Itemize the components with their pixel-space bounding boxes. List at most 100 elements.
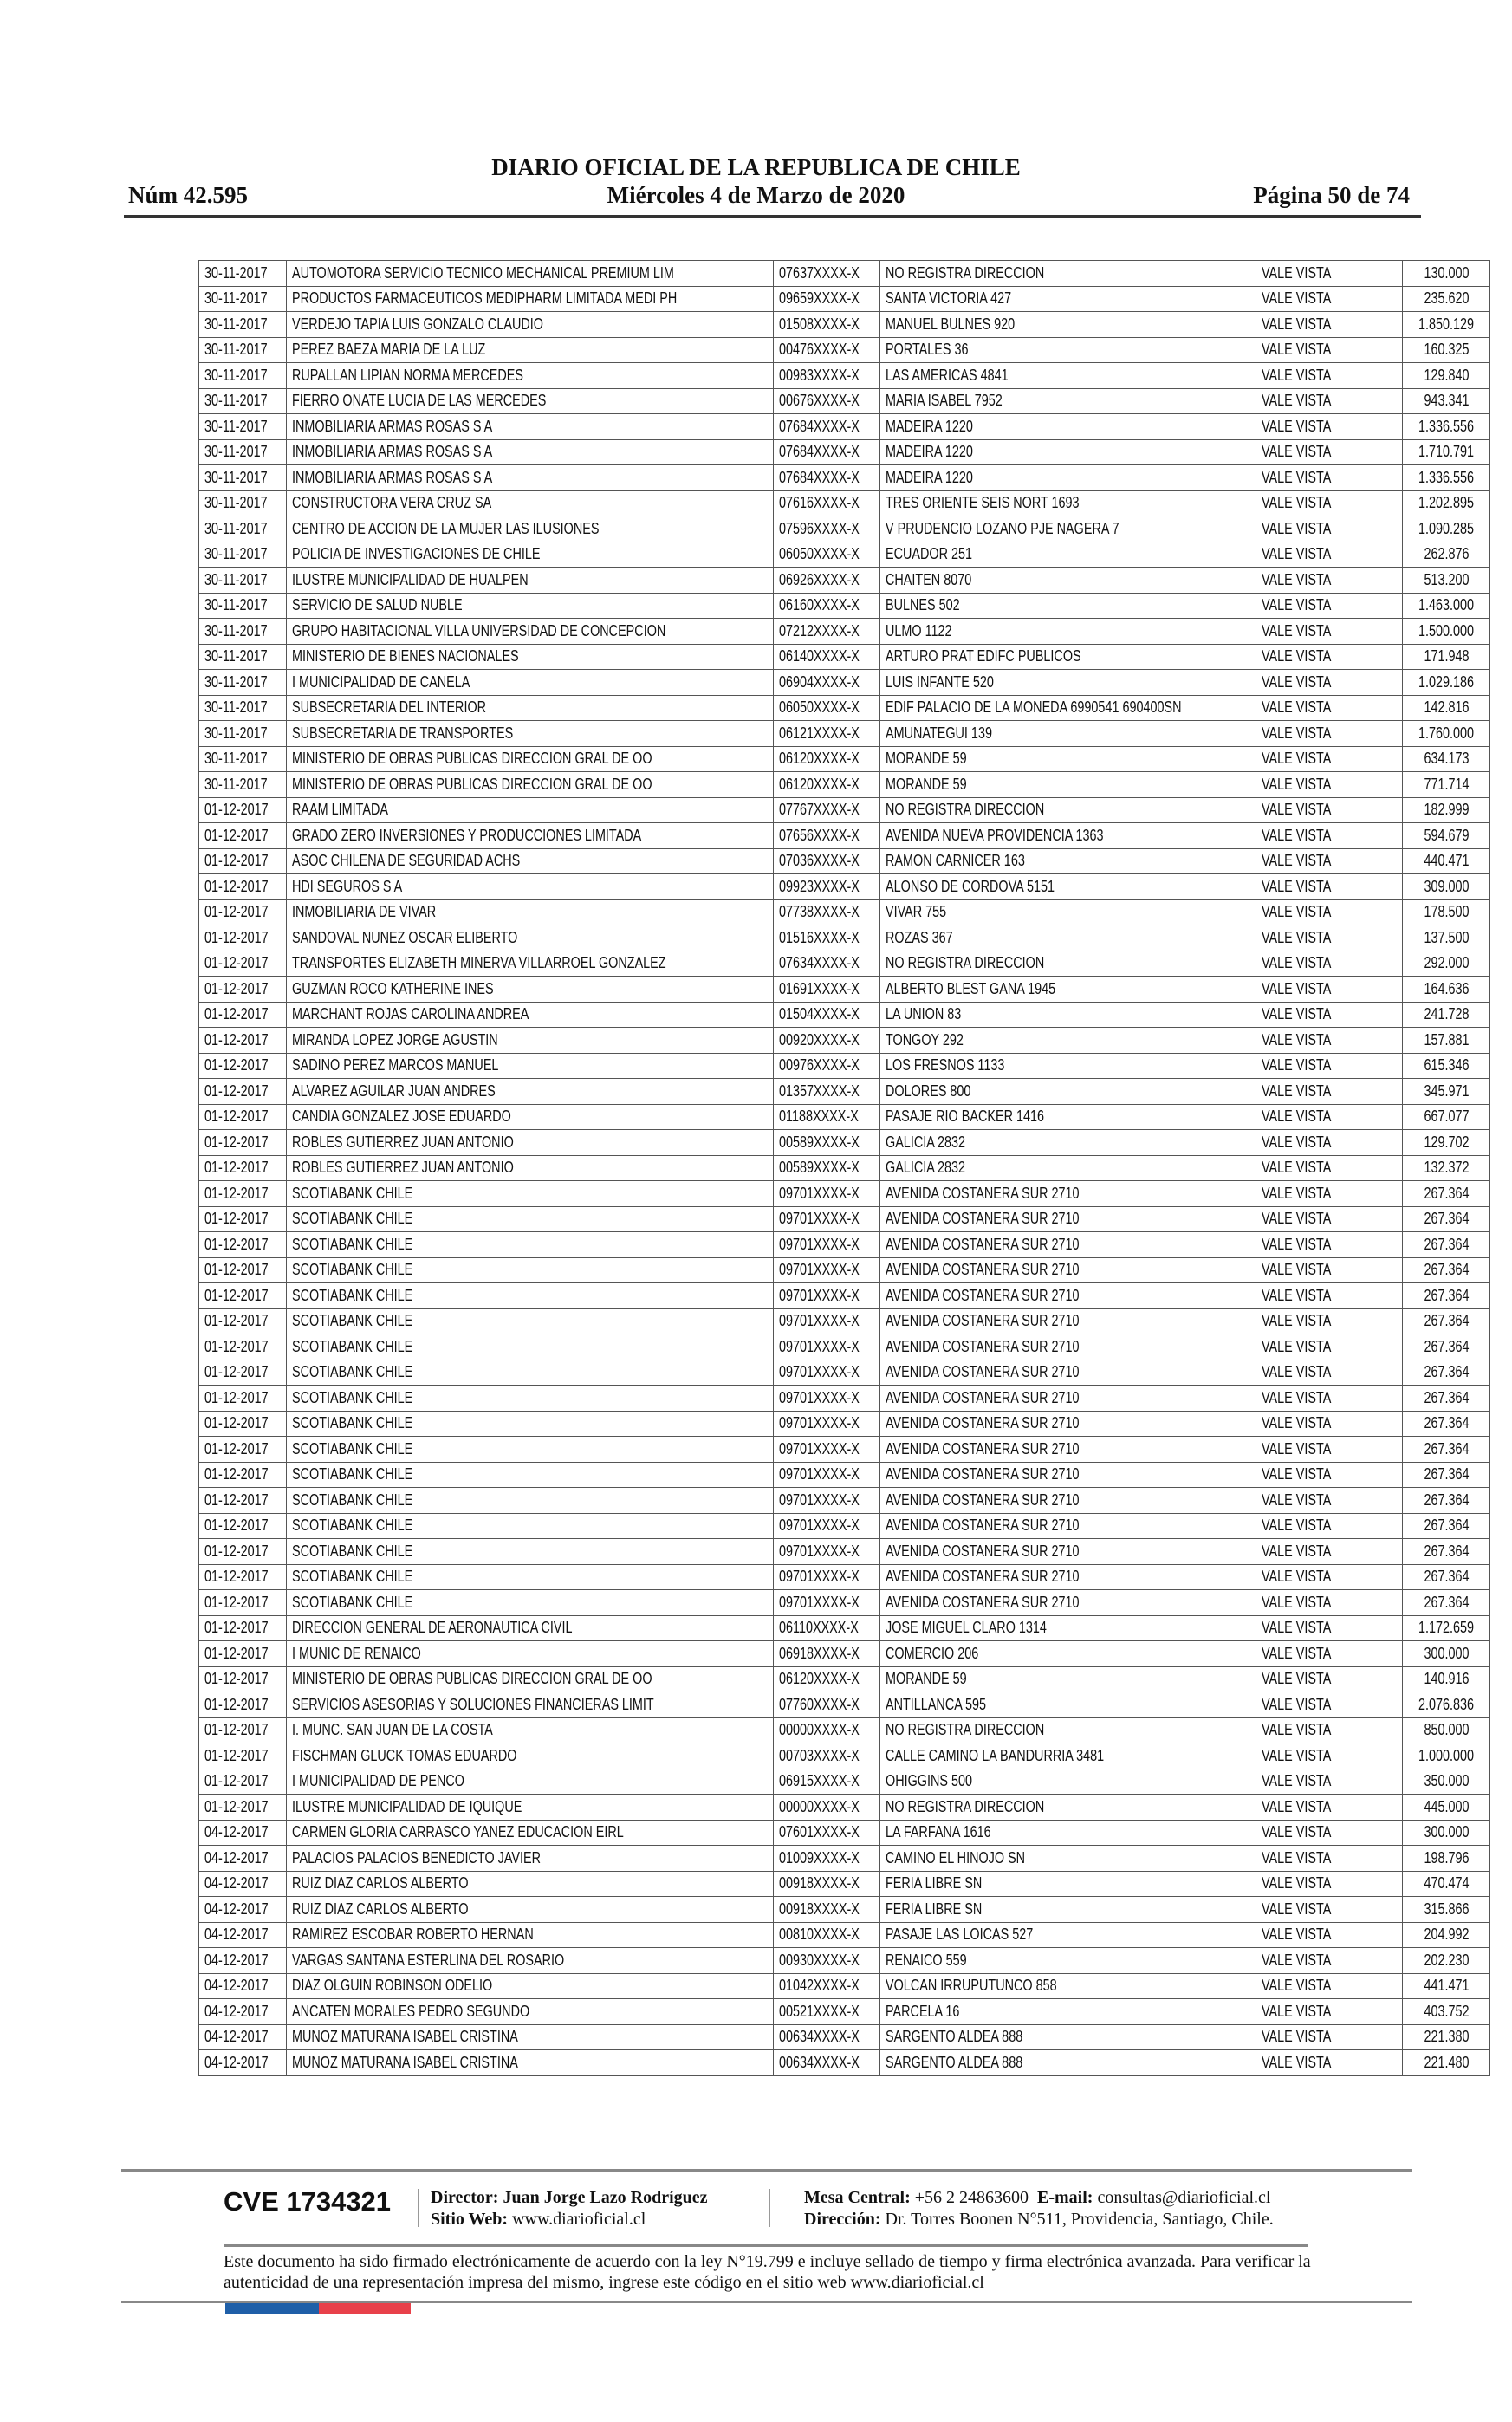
payment-type-cell-text: VALE VISTA xyxy=(1262,1797,1332,1815)
beneficiary-cell-text: I MUNICIPALIDAD DE PENCO xyxy=(292,1772,464,1790)
beneficiary-cell-text: SCOTIABANK CHILE xyxy=(292,1568,413,1586)
address-cell-text: LUIS INFANTE 520 xyxy=(886,672,995,691)
beneficiary-cell: I MUNICIPALIDAD DE PENCO xyxy=(285,1768,775,1795)
date-cell-text: 01-12-2017 xyxy=(204,1772,269,1790)
amount-cell-text: 157.881 xyxy=(1424,1030,1470,1049)
amount-cell-text: 241.728 xyxy=(1424,1005,1470,1023)
payment-type-cell-text: VALE VISTA xyxy=(1262,570,1332,588)
beneficiary-cell: INMOBILIARIA ARMAS ROSAS S A xyxy=(285,413,775,440)
address-cell-text: AVENIDA COSTANERA SUR 2710 xyxy=(886,1439,1080,1458)
payment-type-cell: VALE VISTA xyxy=(1256,1461,1404,1488)
payment-type-cell-text: VALE VISTA xyxy=(1262,1874,1332,1893)
beneficiary-cell-text: RAMIREZ ESCOBAR ROBERTO HERNAN xyxy=(292,1925,534,1944)
table-row: 01-12-2017 SCOTIABANK CHILE 09701XXXX-X AVE… xyxy=(198,1563,1491,1590)
table-row: 04-12-2017 DIAZ OLGUIN ROBINSON ODELIO 010… xyxy=(198,1972,1491,1999)
amount-cell: 470.474 xyxy=(1402,1870,1491,1897)
amount-cell: 267.364 xyxy=(1402,1512,1491,1539)
address-cell-text: RAMON CARNICER 163 xyxy=(886,852,1026,870)
table-row: 04-12-2017 ANCATEN MORALES PEDRO SEGUNDO 0… xyxy=(198,1998,1491,2025)
web-link[interactable]: www.diarioficial.cl xyxy=(512,2210,646,2229)
payment-type-cell: VALE VISTA xyxy=(1256,1538,1404,1565)
beneficiary-cell-text: SCOTIABANK CHILE xyxy=(292,1414,413,1432)
payment-type-cell: VALE VISTA xyxy=(1256,1205,1404,1232)
address-cell: PORTALES 36 xyxy=(879,336,1257,363)
address-cell: MADEIRA 1220 xyxy=(879,438,1257,465)
date-cell-text: 30-11-2017 xyxy=(204,443,268,461)
beneficiary-cell-text: SANDOVAL NUNEZ OSCAR ELIBERTO xyxy=(292,928,518,946)
amount-cell-text: 267.364 xyxy=(1424,1261,1470,1279)
rut-cell-text: 06140XXXX-X xyxy=(779,647,860,666)
amount-cell: 615.346 xyxy=(1402,1052,1491,1079)
rut-cell: 07738XXXX-X xyxy=(773,899,881,925)
address-cell: LUIS INFANTE 520 xyxy=(879,669,1257,696)
beneficiary-cell: ROBLES GUTIERREZ JUAN ANTONIO xyxy=(285,1154,775,1181)
date-cell: 30-11-2017 xyxy=(198,490,287,516)
date-cell: 01-12-2017 xyxy=(198,1717,287,1743)
address-cell-text: COMERCIO 206 xyxy=(886,1644,979,1662)
table-row: 01-12-2017 SCOTIABANK CHILE 09701XXXX-X AVE… xyxy=(198,1461,1491,1488)
amount-cell: 1.090.285 xyxy=(1402,516,1491,542)
payment-type-cell: VALE VISTA xyxy=(1256,285,1404,312)
contact-info: Mesa Central: +56 2 24863600 E-mail: con… xyxy=(804,2187,1274,2230)
address-cell: GALICIA 2832 xyxy=(879,1154,1257,1181)
payment-type-cell-text: VALE VISTA xyxy=(1262,341,1332,359)
payment-type-cell-text: VALE VISTA xyxy=(1262,826,1332,844)
rut-cell: 01357XXXX-X xyxy=(773,1078,881,1105)
date-cell-text: 01-12-2017 xyxy=(204,801,269,819)
rut-cell-text: 07684XXXX-X xyxy=(779,468,860,486)
payment-type-cell-text: VALE VISTA xyxy=(1262,724,1332,742)
rut-cell: 00983XXXX-X xyxy=(773,362,881,389)
date-cell: 30-11-2017 xyxy=(198,516,287,542)
payment-type-cell: VALE VISTA xyxy=(1256,1103,1404,1130)
payment-type-cell-text: VALE VISTA xyxy=(1262,468,1332,486)
rut-cell-text: 00983XXXX-X xyxy=(779,366,860,384)
table-row: 01-12-2017 MINISTERIO DE OBRAS PUBLICAS D… xyxy=(198,1666,1491,1692)
amount-cell: 403.752 xyxy=(1402,1998,1491,2025)
payment-type-cell: VALE VISTA xyxy=(1256,1768,1404,1795)
address-cell-text: CAMINO EL HINOJO SN xyxy=(886,1848,1026,1867)
beneficiary-cell: GUZMAN ROCO KATHERINE INES xyxy=(285,976,775,1003)
table-row: 30-11-2017 GRUPO HABITACIONAL VILLA UNIVE… xyxy=(198,618,1491,645)
amount-cell-text: 440.471 xyxy=(1424,852,1470,870)
amount-cell-text: 130.000 xyxy=(1424,263,1470,282)
date-cell: 01-12-2017 xyxy=(198,847,287,874)
payment-type-cell: VALE VISTA xyxy=(1256,490,1404,516)
beneficiary-cell-text: ANCATEN MORALES PEDRO SEGUNDO xyxy=(292,2002,530,2020)
address-cell: NO REGISTRA DIRECCION xyxy=(879,1794,1257,1821)
date-cell: 30-11-2017 xyxy=(198,541,287,568)
beneficiary-cell: CARMEN GLORIA CARRASCO YANEZ EDUCACION E… xyxy=(285,1819,775,1846)
payment-type-cell-text: VALE VISTA xyxy=(1262,1159,1332,1177)
rut-cell: 09923XXXX-X xyxy=(773,873,881,900)
date-cell-text: 30-11-2017 xyxy=(204,775,268,793)
address-cell-text: AVENIDA NUEVA PROVIDENCIA 1363 xyxy=(886,826,1105,844)
date-cell: 01-12-2017 xyxy=(198,873,287,900)
rut-cell: 07760XXXX-X xyxy=(773,1692,881,1718)
rut-cell-text: 09701XXXX-X xyxy=(779,1312,860,1330)
amount-cell-text: 267.364 xyxy=(1424,1388,1470,1406)
date-cell: 04-12-2017 xyxy=(198,1870,287,1897)
beneficiary-cell: PEREZ BAEZA MARIA DE LA LUZ xyxy=(285,336,775,363)
director-name: Juan Jorge Lazo Rodríguez xyxy=(503,2188,708,2207)
date-cell: 01-12-2017 xyxy=(198,1256,287,1283)
date-cell: 04-12-2017 xyxy=(198,1998,287,2025)
date-cell-text: 01-12-2017 xyxy=(204,1542,269,1560)
rut-cell: 07601XXXX-X xyxy=(773,1819,881,1846)
beneficiary-cell: MARCHANT ROJAS CAROLINA ANDREA xyxy=(285,1001,775,1028)
beneficiary-cell: GRADO ZERO INVERSIONES Y PRODUCCIONES LI… xyxy=(285,822,775,849)
date-cell-text: 01-12-2017 xyxy=(204,1465,269,1484)
payment-type-cell: VALE VISTA xyxy=(1256,1180,1404,1207)
address-cell: NO REGISTRA DIRECCION xyxy=(879,950,1257,977)
beneficiary-cell-text: SADINO PEREZ MARCOS MANUEL xyxy=(292,1056,499,1075)
beneficiary-cell-text: SCOTIABANK CHILE xyxy=(292,1312,413,1330)
date-cell: 01-12-2017 xyxy=(198,1538,287,1565)
address-cell-text: NO REGISTRA DIRECCION xyxy=(886,263,1045,282)
amount-cell-text: 309.000 xyxy=(1424,877,1470,895)
beneficiary-cell-text: SCOTIABANK CHILE xyxy=(292,1439,413,1458)
payment-type-cell: VALE VISTA xyxy=(1256,2049,1404,2076)
amount-cell: 129.840 xyxy=(1402,362,1491,389)
table-row: 01-12-2017 SCOTIABANK CHILE 09701XXXX-X AVE… xyxy=(198,1436,1491,1463)
date-cell-text: 01-12-2017 xyxy=(204,1107,269,1126)
address-cell-text: NO REGISTRA DIRECCION xyxy=(886,801,1045,819)
address-cell-text: ECUADOR 251 xyxy=(886,545,973,563)
email-link[interactable]: consultas@diarioficial.cl xyxy=(1097,2188,1271,2207)
